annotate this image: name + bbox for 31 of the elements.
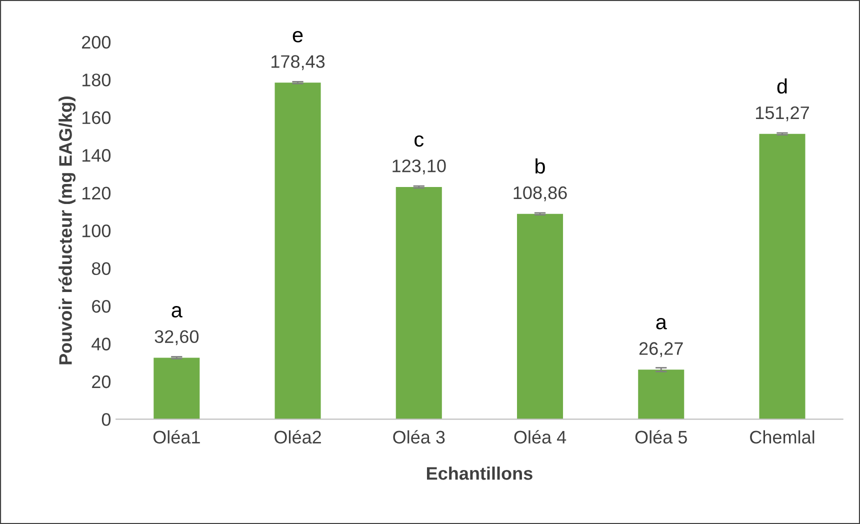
annotation: d <box>777 78 787 94</box>
y-tick-label: 20 <box>92 375 111 388</box>
x-tick-label: Oléa 4 <box>514 430 566 444</box>
y-tick-label: 0 <box>102 413 111 426</box>
x-tick-label: Oléa 3 <box>393 430 445 444</box>
data-label: 123,10 <box>392 160 446 174</box>
x-tick-label: Oléa1 <box>153 430 200 444</box>
y-tick-label: 60 <box>92 300 111 313</box>
y-tick-label: 120 <box>82 186 111 200</box>
annotation: a <box>656 318 667 330</box>
x-axis-title: Echantillons <box>426 466 532 480</box>
data-label: 26,27 <box>639 342 683 358</box>
annotation: e <box>292 30 303 42</box>
y-tick-label: 80 <box>92 262 111 276</box>
annotation: c <box>414 135 424 147</box>
annotation: b <box>536 158 545 174</box>
data-label: 108,86 <box>514 186 567 202</box>
y-tick-label: 180 <box>82 74 111 86</box>
data-label: 178,43 <box>272 55 325 70</box>
annotation: a <box>172 306 182 318</box>
x-tick-label: Chemlal <box>750 430 814 444</box>
x-tick-label: Oléa2 <box>274 430 321 444</box>
data-label: 151,27 <box>756 106 809 122</box>
y-tick-label: 160 <box>82 111 111 124</box>
y-tick-label: 200 <box>82 36 111 49</box>
y-axis-title: Pouvoir réducteur (mg EAG/kg) <box>58 96 76 364</box>
y-tick-label: 100 <box>82 224 111 238</box>
data-label: 32,60 <box>154 330 199 346</box>
x-tick-label: Oléa 5 <box>635 430 687 444</box>
y-tick-label: 140 <box>82 149 111 162</box>
y-tick-label: 40 <box>92 338 111 350</box>
